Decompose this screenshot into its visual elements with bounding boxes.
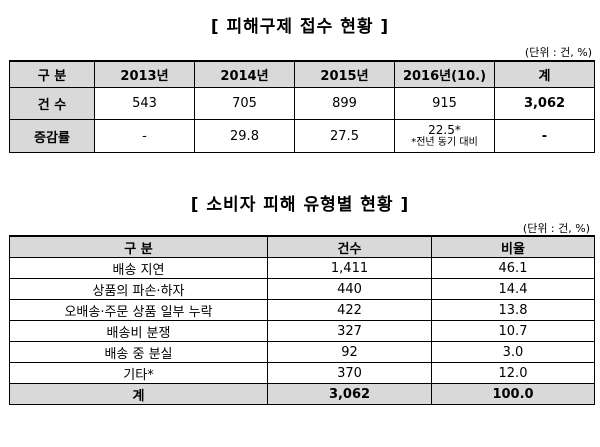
- cell-ratio: 46.1: [431, 257, 595, 279]
- cell-value: 705: [194, 87, 295, 120]
- header-2015: 2015년: [294, 60, 395, 88]
- cell-value-with-note: 22.5* *전년 동기 대비: [394, 119, 495, 153]
- table-row: 배송비 분쟁 327 10.7: [9, 320, 595, 342]
- table2-unit: (단위 : 건, %): [522, 222, 590, 235]
- damage-type-table: 구 분 건수 비율 배송 지연 1,411 46.1 상품의 파손·하자 440…: [9, 235, 595, 405]
- cell-value: 27.5: [294, 119, 395, 153]
- row-label: 오배송·주문 상품 일부 누락: [9, 299, 268, 321]
- cell-ratio: 13.8: [431, 299, 595, 321]
- cell-count: 327: [267, 320, 432, 342]
- cell-count: 370: [267, 362, 432, 384]
- cell-value: 915: [394, 87, 495, 120]
- footnote: *전년 동기 대비: [411, 137, 478, 148]
- row-label-growth: 증감률: [9, 119, 95, 153]
- total-ratio: 100.0: [431, 383, 595, 405]
- cell-ratio: 10.7: [431, 320, 595, 342]
- cell-value: -: [94, 119, 195, 153]
- table-row: 배송 지연 1,411 46.1: [9, 257, 595, 279]
- table-row: 기타* 370 12.0: [9, 362, 595, 384]
- header-total: 계: [494, 60, 595, 88]
- table-row: 오배송·주문 상품 일부 누락 422 13.8: [9, 299, 595, 321]
- cell-value: 29.8: [194, 119, 295, 153]
- cell-value: 22.5*: [428, 123, 461, 137]
- header-category: 구 분: [9, 60, 95, 88]
- cell-total: 3,062: [494, 87, 595, 120]
- total-row: 계 3,062 100.0: [9, 383, 595, 405]
- table-row: 배송 중 분실 92 3.0: [9, 341, 595, 363]
- cell-count: 92: [267, 341, 432, 363]
- cell-ratio: 3.0: [431, 341, 595, 363]
- complaint-status-table: 구 분 2013년 2014년 2015년 2016년(10.) 계 건 수 5…: [9, 60, 595, 153]
- header-2013: 2013년: [94, 60, 195, 88]
- table2-title: [ 소비자 피해 유형별 현황 ]: [190, 195, 410, 215]
- row-label-count: 건 수: [9, 87, 95, 120]
- cell-count: 1,411: [267, 257, 432, 279]
- header-2014: 2014년: [194, 60, 295, 88]
- header-2016: 2016년(10.): [394, 60, 495, 88]
- header-count: 건수: [267, 235, 432, 258]
- row-label: 기타*: [9, 362, 268, 384]
- total-label: 계: [9, 383, 268, 405]
- row-label: 배송 지연: [9, 257, 268, 279]
- cell-count: 440: [267, 278, 432, 300]
- cell-value: 543: [94, 87, 195, 120]
- table-row: 증감률 - 29.8 27.5 22.5* *전년 동기 대비 -: [9, 119, 595, 153]
- cell-ratio: 14.4: [431, 278, 595, 300]
- row-label: 배송비 분쟁: [9, 320, 268, 342]
- row-label: 배송 중 분실: [9, 341, 268, 363]
- cell-total: -: [494, 119, 595, 153]
- cell-value: 899: [294, 87, 395, 120]
- total-count: 3,062: [267, 383, 432, 405]
- table-row: 상품의 파손·하자 440 14.4: [9, 278, 595, 300]
- table-row: 건 수 543 705 899 915 3,062: [9, 87, 595, 120]
- cell-ratio: 12.0: [431, 362, 595, 384]
- table1-unit: (단위 : 건, %): [524, 46, 592, 59]
- cell-count: 422: [267, 299, 432, 321]
- header-category: 구 분: [9, 235, 268, 258]
- row-label: 상품의 파손·하자: [9, 278, 268, 300]
- table1-title: [ 피해구제 접수 현황 ]: [210, 17, 390, 37]
- header-ratio: 비율: [431, 235, 595, 258]
